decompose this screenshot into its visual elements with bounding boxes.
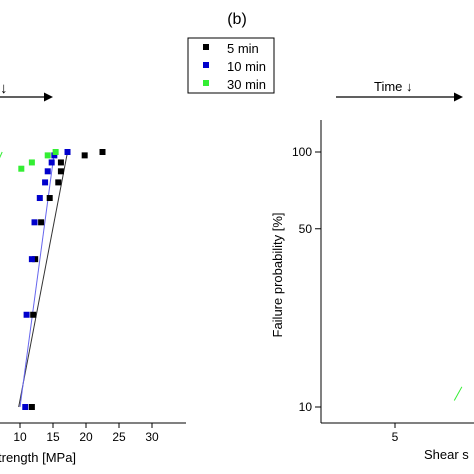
right-x-tick-label: 5 bbox=[392, 430, 399, 444]
panel-label: (b) bbox=[227, 11, 247, 28]
data-point-5min bbox=[32, 256, 39, 263]
data-point-10min bbox=[31, 219, 38, 226]
data-point-5min bbox=[38, 219, 45, 226]
legend-marker-30min bbox=[203, 80, 209, 86]
data-point-5min bbox=[55, 179, 62, 186]
data-point-10min bbox=[48, 159, 55, 166]
right-arrow-head bbox=[454, 92, 463, 102]
left-x-axis-label: trength [MPa] bbox=[0, 450, 76, 465]
data-point-30min bbox=[52, 149, 59, 155]
right-arrow-label: Time ↓ bbox=[374, 79, 413, 94]
data-point-10min bbox=[23, 311, 30, 318]
left-time-arrow: ↓ bbox=[0, 80, 53, 102]
data-point-10min bbox=[42, 179, 49, 186]
data-point-5min bbox=[57, 159, 64, 166]
fit-line-5min bbox=[18, 151, 69, 408]
right-y-tick-label: 100 bbox=[292, 145, 312, 159]
data-point-10min bbox=[51, 152, 58, 159]
right-plot: 10 50 100 5 Failure probability [%] Shear … bbox=[270, 120, 474, 462]
data-point-5min bbox=[57, 168, 64, 175]
fit-line-30min bbox=[0, 151, 3, 159]
data-point-5min bbox=[28, 404, 35, 410]
left-x-tick-label: 25 bbox=[112, 430, 126, 444]
right-fit-line-30min bbox=[453, 386, 463, 401]
left-x-tick-label: 30 bbox=[145, 430, 159, 444]
legend-frame bbox=[187, 37, 275, 94]
right-y-axis-label: Failure probability [%] bbox=[270, 213, 285, 338]
data-point-5min bbox=[46, 195, 53, 202]
legend: 5 min 10 min 30 min bbox=[187, 37, 275, 94]
right-y-tick-label: 50 bbox=[299, 222, 313, 236]
data-point-5min bbox=[99, 149, 106, 155]
data-point-10min bbox=[64, 149, 71, 155]
fit-line-10min bbox=[19, 151, 55, 408]
right-fit-lines bbox=[453, 386, 463, 401]
data-point-10min bbox=[36, 195, 43, 202]
left-x-tick-label: 10 bbox=[13, 430, 27, 444]
data-point-10min bbox=[44, 168, 51, 175]
legend-label-10min: 10 min bbox=[227, 59, 266, 74]
left-plot: 10 15 20 25 30 trength [MPa] bbox=[0, 149, 186, 465]
legend-label-30min: 30 min bbox=[227, 77, 266, 92]
data-point-30min bbox=[44, 152, 51, 159]
left-data-points bbox=[18, 149, 106, 410]
right-x-ticks: 5 bbox=[392, 423, 399, 444]
data-point-5min bbox=[81, 152, 88, 159]
right-x-axis-label: Shear s bbox=[424, 447, 469, 462]
right-time-arrow: Time ↓ bbox=[336, 79, 463, 102]
data-point-10min bbox=[22, 404, 29, 410]
right-y-ticks: 10 50 100 bbox=[292, 145, 321, 414]
legend-marker-5min bbox=[203, 44, 209, 50]
legend-marker-10min bbox=[203, 62, 209, 68]
data-point-30min bbox=[28, 159, 35, 166]
legend-label-5min: 5 min bbox=[227, 41, 259, 56]
left-fit-lines bbox=[0, 151, 69, 408]
data-point-10min bbox=[28, 256, 35, 263]
right-y-tick-label: 10 bbox=[299, 400, 313, 414]
left-arrow-label: ↓ bbox=[0, 80, 8, 97]
data-point-5min bbox=[30, 311, 37, 318]
left-x-tick-label: 15 bbox=[46, 430, 60, 444]
left-x-ticks: 10 15 20 25 30 bbox=[13, 423, 159, 444]
data-point-30min bbox=[18, 165, 25, 172]
left-arrow-head bbox=[44, 92, 53, 102]
left-x-tick-label: 20 bbox=[79, 430, 93, 444]
